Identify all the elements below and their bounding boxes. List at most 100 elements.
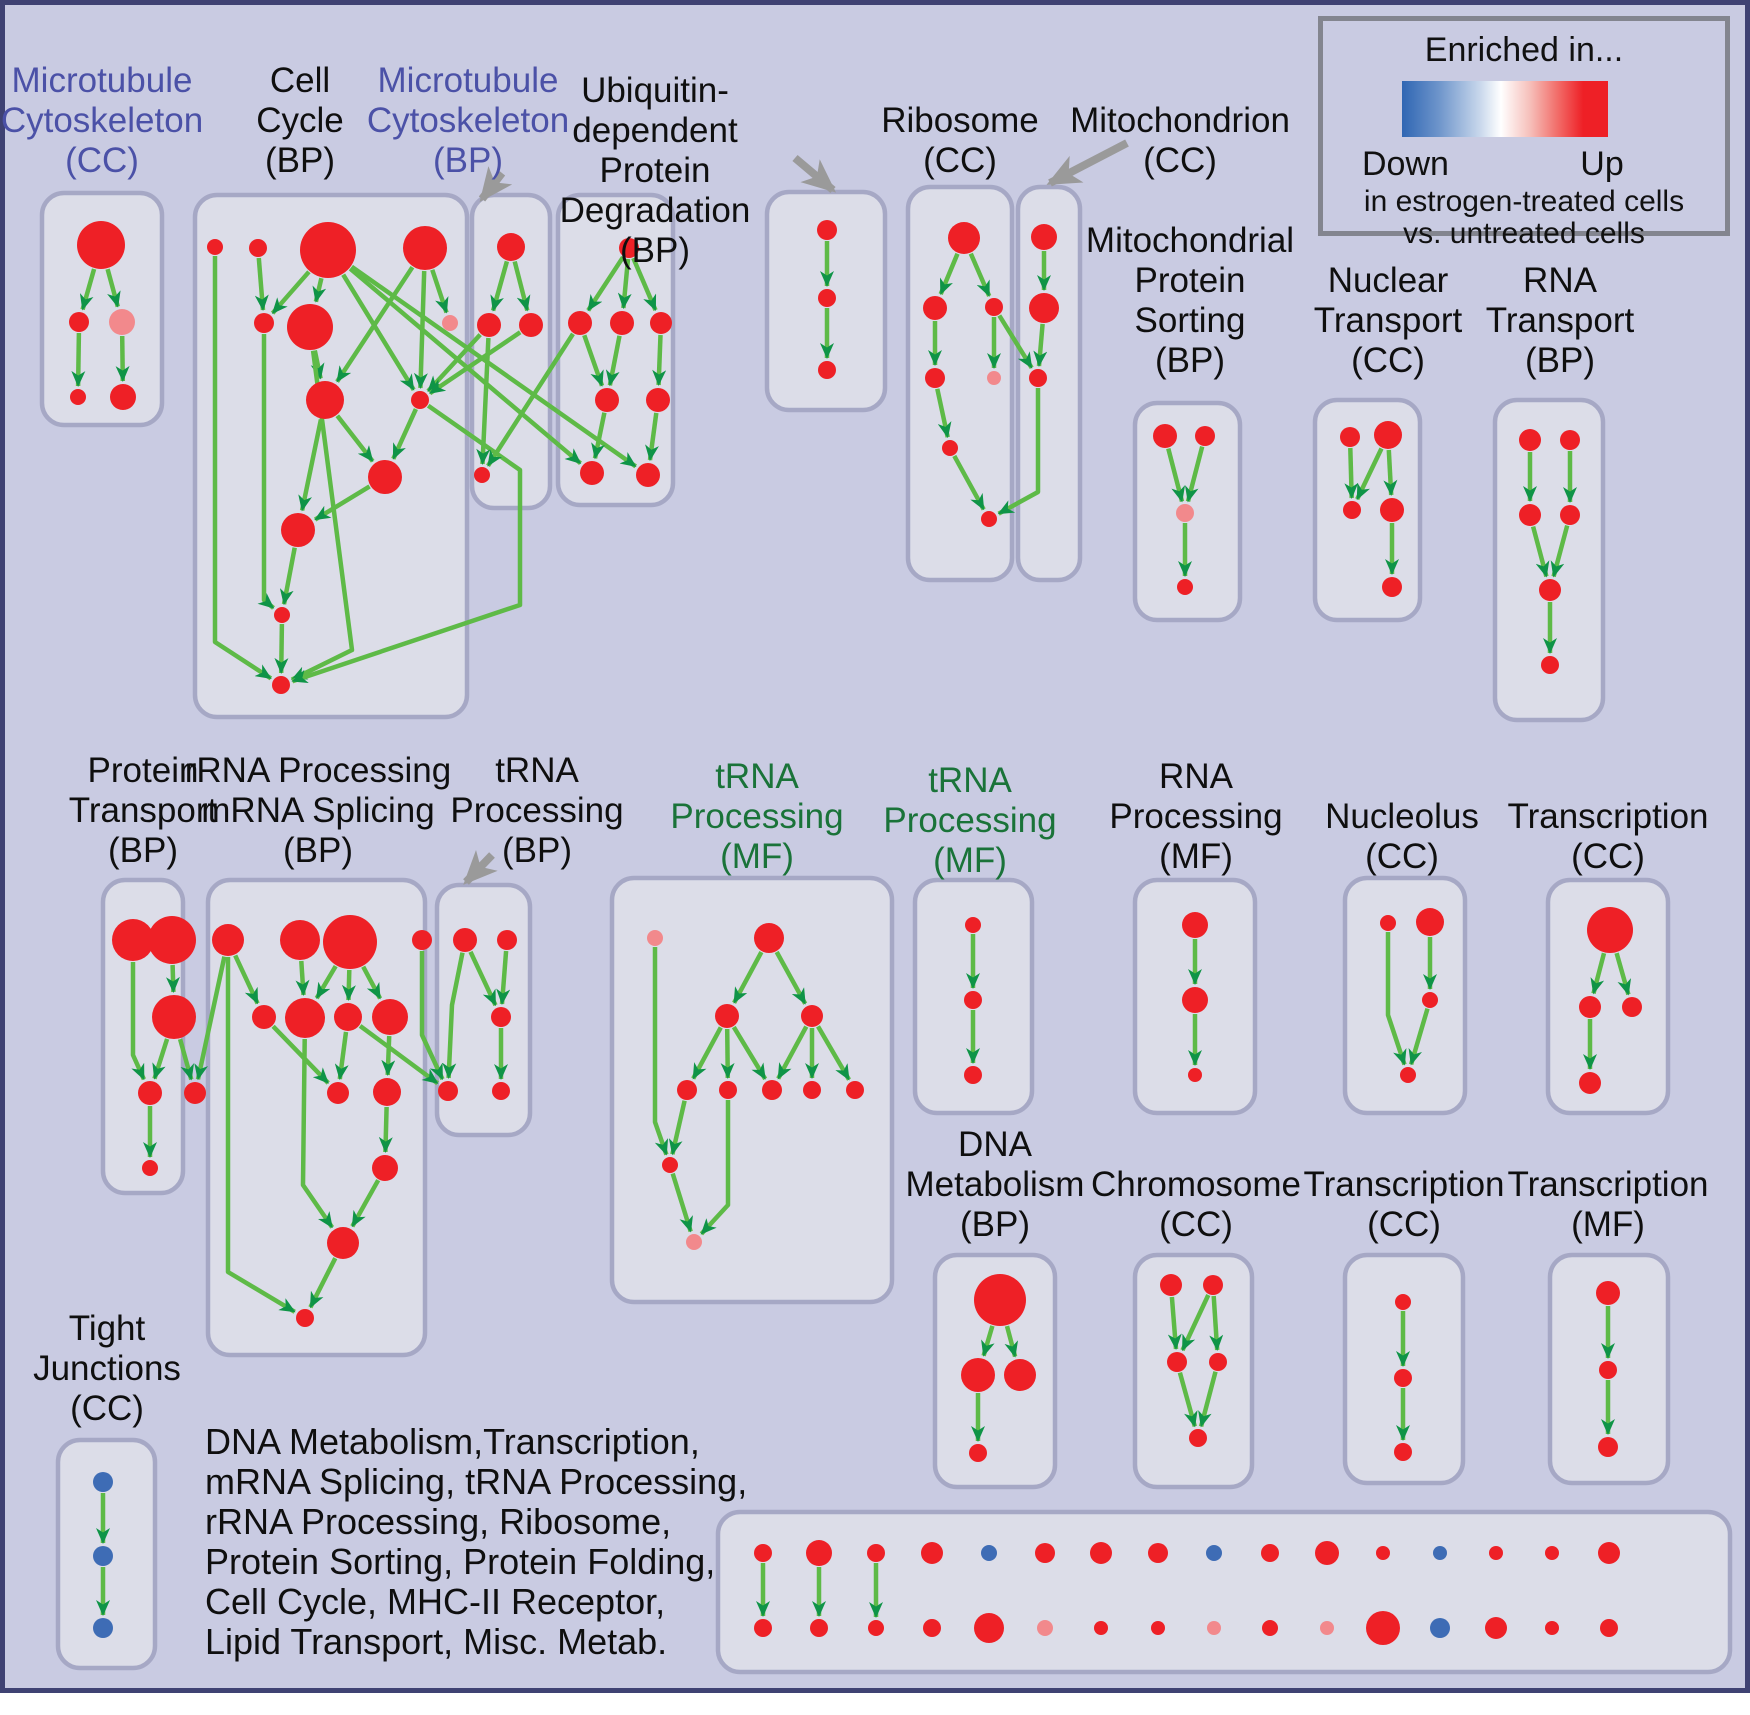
edge-cc9-cc10 (391, 408, 418, 460)
node-rr10 (373, 1078, 401, 1106)
node-ud2a (817, 220, 837, 240)
cluster-label-line: (MF) (1159, 837, 1233, 876)
node-bt9 (1206, 1545, 1222, 1561)
edge-tmf4-tmf9 (816, 1025, 851, 1081)
legend-subtitle-line2: vs. untreated cells (1403, 217, 1645, 250)
node-mito1 (1031, 224, 1057, 250)
cluster-label-line: RNA (1523, 261, 1598, 300)
edge-cc8-cc10 (335, 414, 375, 463)
node-mps3 (1176, 504, 1194, 522)
node-bt12 (1376, 1546, 1390, 1560)
node-tm21 (965, 917, 981, 933)
node-tmf8 (803, 1081, 821, 1099)
cluster-label-line: Chromosome (1091, 1165, 1301, 1204)
node-tcl2 (1394, 1369, 1412, 1387)
cluster-label-line: Processing (450, 791, 623, 830)
node-rr12 (327, 1227, 359, 1259)
node-tcu4 (1579, 1072, 1601, 1094)
legend-down-label: Down (1362, 145, 1449, 183)
cluster-label-line: (CC) (1571, 837, 1645, 876)
edge-mtcc3-mtcc5 (115, 335, 130, 382)
edge-tmf2-tmf3 (732, 951, 764, 1004)
edge-rr1-rr5 (233, 954, 260, 1005)
cluster-label-line: (BP) (265, 141, 335, 180)
misc-clusters-text-block: DNA Metabolism,Transcription, mRNA Splic… (205, 1422, 747, 1662)
node-bt5 (981, 1545, 997, 1561)
edge-cc10-cc11 (313, 484, 371, 522)
cluster-label-ubiquitin--dependent-protein-degradation-bp: Ubiquitin-dependent Protein Degradation (BP… (560, 71, 751, 270)
node-bt7 (1090, 1542, 1112, 1564)
node-tbp5 (492, 1082, 510, 1100)
node-bb12 (1366, 1611, 1400, 1645)
edge-cc9-cc13 (291, 403, 523, 684)
node-rib1 (948, 222, 980, 254)
misc-text-line: Protein Sorting, Protein Folding, (205, 1541, 716, 1582)
node-nuc1 (1340, 427, 1360, 447)
cluster-label-line: Mitochondrion (1070, 101, 1290, 140)
node-tmF1 (1596, 1281, 1620, 1305)
cluster-label-line: Cell (270, 61, 330, 100)
node-pt4 (138, 1081, 162, 1105)
node-cc3 (300, 222, 356, 278)
cluster-label-line: rRNA Processing (185, 751, 451, 790)
edge-rr7-rr9 (334, 1031, 349, 1081)
cluster-label-line: Nuclear (1328, 261, 1449, 300)
node-ncl3 (1422, 992, 1438, 1008)
node-mito2 (1029, 293, 1059, 323)
node-ub2 (568, 311, 592, 335)
node-mtbp1 (497, 233, 525, 261)
edge-cc11-cc12 (279, 547, 297, 606)
cluster-label-line: Ubiquitin- (581, 71, 729, 110)
cluster-label-line: mRNA Splicing (201, 791, 434, 830)
edge-cc5-cc12 (257, 334, 275, 610)
cluster-label-line: Processing (1109, 797, 1282, 836)
edge-rr7-tbp4 (358, 1024, 439, 1086)
edge-mito2-mito3 (1033, 323, 1048, 367)
node-bt1 (754, 1544, 772, 1562)
node-cc9 (411, 391, 429, 409)
node-rpm1 (1182, 912, 1208, 938)
cluster-label-line: Ribosome (881, 101, 1039, 140)
edge-mtbp2-mtbp4 (476, 337, 491, 465)
cluster-label-trna-processing-mf: tRNA Processing (MF) (883, 761, 1056, 880)
edge-mps1-mps3 (1166, 448, 1186, 503)
cluster-label-line: (CC) (1143, 141, 1217, 180)
node-rr5 (252, 1005, 276, 1029)
cluster-label-microtubule-cytoskeleton-cc: Microtubule Cytoskeleton (CC) (1, 61, 203, 180)
node-ud2b (818, 289, 836, 307)
cluster-label-line: Transcription (1508, 1165, 1709, 1204)
edge-tbp2-tbp3 (496, 950, 511, 1005)
edge-ub1-ub4 (631, 257, 658, 312)
edge-rr8-rr10 (381, 1035, 396, 1076)
node-cc13 (272, 676, 290, 694)
edge-cc4-cc9 (413, 270, 428, 389)
node-tbp3 (491, 1007, 511, 1027)
edge-cc3-ub8 (350, 264, 637, 469)
node-ub7 (580, 461, 604, 485)
edge-pt3-pt4 (152, 1038, 170, 1080)
cluster-label-line: dependent (572, 111, 738, 150)
cluster-box-chr (1132, 1252, 1255, 1490)
node-mps2 (1195, 426, 1215, 446)
node-tm23 (964, 1066, 982, 1084)
cluster-box-tcl (1342, 1252, 1466, 1486)
cluster-label-nuclear-transport-cc: Nuclear Transport (CC) (1314, 261, 1463, 380)
node-mtbp4 (474, 467, 490, 483)
edge-mtbp1-mtbp3 (512, 260, 531, 312)
node-tj1 (93, 1472, 113, 1492)
node-mtcc5 (110, 384, 136, 410)
node-rr9 (327, 1082, 349, 1104)
cluster-label-line: Cytoskeleton (1, 101, 203, 140)
legend-title: Enriched in... (1424, 31, 1624, 69)
node-tj3 (93, 1618, 113, 1638)
edge-mito3-rib7 (997, 388, 1041, 516)
node-tmf3 (715, 1004, 739, 1028)
node-rib2 (923, 296, 947, 320)
cluster-label-line: Processing (670, 797, 843, 836)
edge-tcu1-tcu2 (1590, 952, 1607, 995)
node-tmf5 (677, 1080, 697, 1100)
node-mito3 (1029, 369, 1047, 387)
node-bb3 (868, 1620, 884, 1636)
label-pointer-arrow-1 (478, 166, 513, 203)
